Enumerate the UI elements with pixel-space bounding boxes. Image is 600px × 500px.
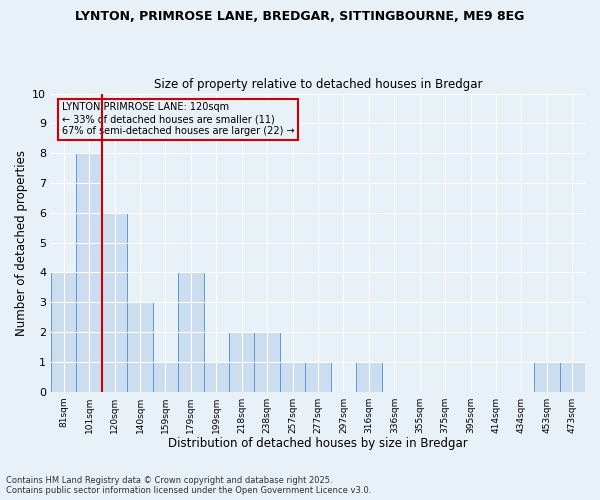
Bar <box>51 272 76 392</box>
Text: LYNTON PRIMROSE LANE: 120sqm
← 33% of detached houses are smaller (11)
67% of se: LYNTON PRIMROSE LANE: 120sqm ← 33% of de… <box>62 102 295 136</box>
Bar <box>127 302 153 392</box>
Bar <box>305 362 331 392</box>
Text: LYNTON, PRIMROSE LANE, BREDGAR, SITTINGBOURNE, ME9 8EG: LYNTON, PRIMROSE LANE, BREDGAR, SITTINGB… <box>76 10 524 23</box>
Bar <box>356 362 382 392</box>
Bar <box>102 213 127 392</box>
Text: Contains HM Land Registry data © Crown copyright and database right 2025.
Contai: Contains HM Land Registry data © Crown c… <box>6 476 371 495</box>
Bar <box>153 362 178 392</box>
Bar <box>560 362 585 392</box>
Bar <box>534 362 560 392</box>
Title: Size of property relative to detached houses in Bredgar: Size of property relative to detached ho… <box>154 78 482 91</box>
Bar <box>280 362 305 392</box>
Bar <box>229 332 254 392</box>
Bar <box>76 153 102 392</box>
X-axis label: Distribution of detached houses by size in Bredgar: Distribution of detached houses by size … <box>168 437 468 450</box>
Bar <box>254 332 280 392</box>
Y-axis label: Number of detached properties: Number of detached properties <box>15 150 28 336</box>
Bar <box>203 362 229 392</box>
Bar <box>178 272 203 392</box>
